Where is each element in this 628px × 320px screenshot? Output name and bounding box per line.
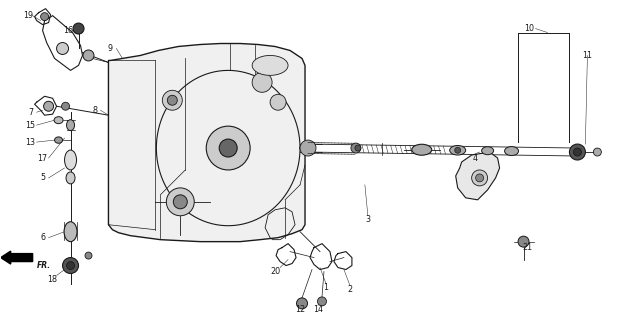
Text: 12: 12 [295,305,305,314]
Text: 8: 8 [93,106,98,115]
Circle shape [41,13,48,20]
Circle shape [472,170,487,186]
Circle shape [518,236,529,247]
Text: 21: 21 [522,243,533,252]
Text: 14: 14 [313,305,323,314]
Text: 4: 4 [472,154,477,163]
Circle shape [573,148,582,156]
Circle shape [57,43,68,54]
Circle shape [62,102,70,110]
Ellipse shape [252,55,288,76]
Circle shape [166,188,194,216]
Circle shape [296,298,308,309]
Circle shape [173,195,187,209]
Circle shape [300,140,316,156]
Ellipse shape [412,144,431,155]
Ellipse shape [67,120,75,131]
Ellipse shape [450,146,466,155]
Circle shape [73,23,84,34]
Text: 20: 20 [270,267,280,276]
Circle shape [270,94,286,110]
Ellipse shape [66,172,75,184]
Text: 7: 7 [28,108,33,117]
Text: FR.: FR. [36,261,51,270]
Circle shape [167,95,177,105]
Ellipse shape [64,222,77,242]
Ellipse shape [65,150,77,170]
Text: 11: 11 [582,51,592,60]
Text: 17: 17 [38,154,48,163]
Text: 6: 6 [40,233,45,242]
Circle shape [455,147,461,153]
Ellipse shape [54,117,63,124]
Text: 1: 1 [323,283,328,292]
Text: 13: 13 [26,138,36,147]
Ellipse shape [219,139,237,157]
Circle shape [318,297,327,306]
Circle shape [63,258,78,274]
Text: 18: 18 [48,275,58,284]
Ellipse shape [482,147,494,155]
Text: 15: 15 [26,121,36,130]
Circle shape [162,90,182,110]
Circle shape [570,144,585,160]
Text: 16: 16 [63,26,73,35]
Ellipse shape [206,126,250,170]
Circle shape [475,174,484,182]
Circle shape [85,252,92,259]
Text: 19: 19 [24,11,34,20]
FancyArrow shape [1,251,33,264]
Polygon shape [109,44,305,242]
Circle shape [83,50,94,61]
Circle shape [351,143,361,153]
Text: 5: 5 [40,173,45,182]
Circle shape [43,101,53,111]
Ellipse shape [504,147,519,156]
Circle shape [593,148,602,156]
Circle shape [355,145,361,151]
Text: 3: 3 [365,215,371,224]
Polygon shape [456,152,500,200]
Circle shape [252,72,272,92]
Text: 10: 10 [524,24,534,33]
Text: 2: 2 [347,285,352,294]
Text: 9: 9 [108,44,113,53]
Ellipse shape [55,137,63,143]
Circle shape [67,261,75,269]
